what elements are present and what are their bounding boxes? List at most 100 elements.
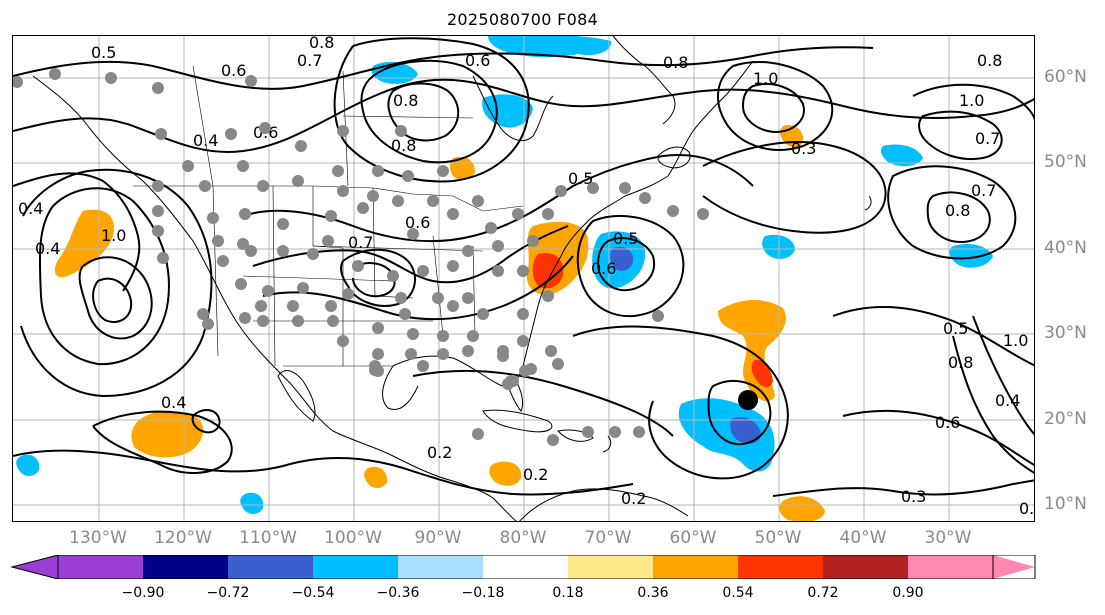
observation-dot: [652, 310, 664, 322]
observation-dot: [332, 165, 344, 177]
observation-dot: [297, 282, 309, 294]
observation-dot: [477, 308, 489, 320]
observation-dot: [152, 180, 164, 192]
observation-dot: [199, 180, 211, 192]
observation-dot: [307, 248, 319, 260]
observation-points: [13, 68, 709, 446]
observation-dot: [372, 322, 384, 334]
contour-label: 0.5: [91, 43, 116, 62]
contour-label: 0.7: [348, 233, 373, 252]
contour-label: 0.5: [943, 319, 968, 338]
observation-dot: [259, 122, 271, 134]
contour-label: 0.8: [663, 53, 688, 72]
contour-label-group: 0.5 0.6 0.7 0.8 0.8 0.6 0.8 1.0 0.8 1.0 …: [18, 36, 1035, 518]
lat-label: 40°N: [1044, 238, 1087, 258]
observation-dot: [13, 76, 23, 88]
observation-dot: [245, 245, 257, 257]
contour-label: 0.6: [591, 259, 616, 278]
observation-dot: [555, 185, 567, 197]
colorbar-segment: [398, 555, 483, 579]
observation-dot: [545, 345, 557, 357]
strong-negative-anomaly-atlantic: [610, 246, 634, 271]
observation-dot: [587, 182, 599, 194]
observation-dot: [292, 175, 304, 187]
coastlines: [32, 36, 872, 521]
observation-dot: [372, 165, 384, 177]
observation-dot: [182, 160, 194, 172]
observation-dot: [225, 128, 237, 140]
observation-dot: [552, 358, 564, 370]
observation-dot: [255, 300, 267, 312]
observation-dot: [399, 308, 411, 320]
lat-label: 10°N: [1044, 494, 1087, 514]
observation-dot: [517, 335, 529, 347]
lon-label: 90°W: [414, 528, 462, 548]
observation-dot: [547, 434, 559, 446]
contour-label: 0.5: [568, 169, 593, 188]
colorbar: [10, 555, 1036, 579]
observation-dot: [357, 202, 369, 214]
map-panel: 0.5 0.6 0.7 0.8 0.8 0.6 0.8 1.0 0.8 1.0 …: [12, 35, 1035, 522]
observation-dot: [337, 335, 349, 347]
colorbar-tick: −0.18: [461, 585, 505, 601]
observation-dot: [472, 428, 484, 440]
observation-dot: [437, 165, 449, 177]
observation-dot: [447, 208, 459, 220]
contour-label: 0.3: [1019, 499, 1035, 518]
observation-dot: [352, 260, 364, 272]
colorbar-segment: [143, 555, 228, 579]
contour-label: 1.0: [959, 91, 984, 110]
negative-anomaly-west-edge: [16, 454, 40, 476]
negative-anomaly-tropical-atlantic: [678, 398, 775, 472]
colorbar-tick: −0.36: [376, 585, 420, 601]
contour-label: 0.4: [35, 239, 60, 258]
observation-dot: [327, 315, 339, 327]
contour-label: 1.0: [753, 69, 778, 88]
observation-dot: [239, 208, 251, 220]
observation-dot: [277, 218, 289, 230]
colorbar-segment: [313, 555, 398, 579]
colorbar-tick: −0.54: [291, 585, 335, 601]
observation-dot: [292, 315, 304, 327]
colorbar-arrow-right: [993, 555, 1035, 579]
colorbar-tick: 0.36: [637, 585, 669, 601]
observation-dot: [342, 288, 354, 300]
observation-dot: [152, 225, 164, 237]
colorbar-tick: 0.54: [722, 585, 754, 601]
positive-anomaly-south-atlantic: [779, 496, 825, 521]
colorbar-tick: 0.90: [892, 585, 924, 601]
lon-label: 100°W: [324, 528, 382, 548]
observation-dot: [217, 255, 229, 267]
observation-dot: [237, 238, 249, 250]
lon-label: 30°W: [924, 528, 972, 548]
negative-anomaly-east-atlantic: [949, 244, 993, 268]
observation-dot: [527, 235, 539, 247]
observation-dot: [337, 185, 349, 197]
strong-negative-anomaly-tropical-atlantic: [730, 417, 761, 444]
observation-dot: [462, 245, 474, 257]
lon-label: 60°W: [669, 528, 717, 548]
colorbar-segment: [228, 555, 313, 579]
observation-dot: [667, 205, 679, 217]
observation-dot: [427, 195, 439, 207]
observation-dot: [395, 125, 407, 137]
contour-label: 0.4: [193, 131, 218, 150]
observation-dot: [639, 192, 651, 204]
observation-dot: [237, 160, 249, 172]
contour-label: 0.8: [948, 353, 973, 372]
observation-dot: [337, 125, 349, 137]
contour-label: 0.4: [161, 393, 186, 412]
lat-label: 60°N: [1044, 67, 1087, 87]
positive-anomaly-pacific-small: [364, 466, 388, 488]
positive-anomaly-caribbean: [489, 461, 522, 486]
observation-dot: [295, 140, 307, 152]
observation-dot: [392, 195, 404, 207]
observation-dot: [462, 345, 474, 357]
contour-label: 0.8: [309, 36, 334, 52]
colorbar-arrow-left: [12, 555, 58, 579]
colorbar-tick: −0.72: [206, 585, 250, 601]
colorbar-segment: [483, 555, 568, 579]
observation-dot: [447, 300, 459, 312]
observation-dot: [462, 292, 474, 304]
colorbar-segment: [58, 555, 143, 579]
